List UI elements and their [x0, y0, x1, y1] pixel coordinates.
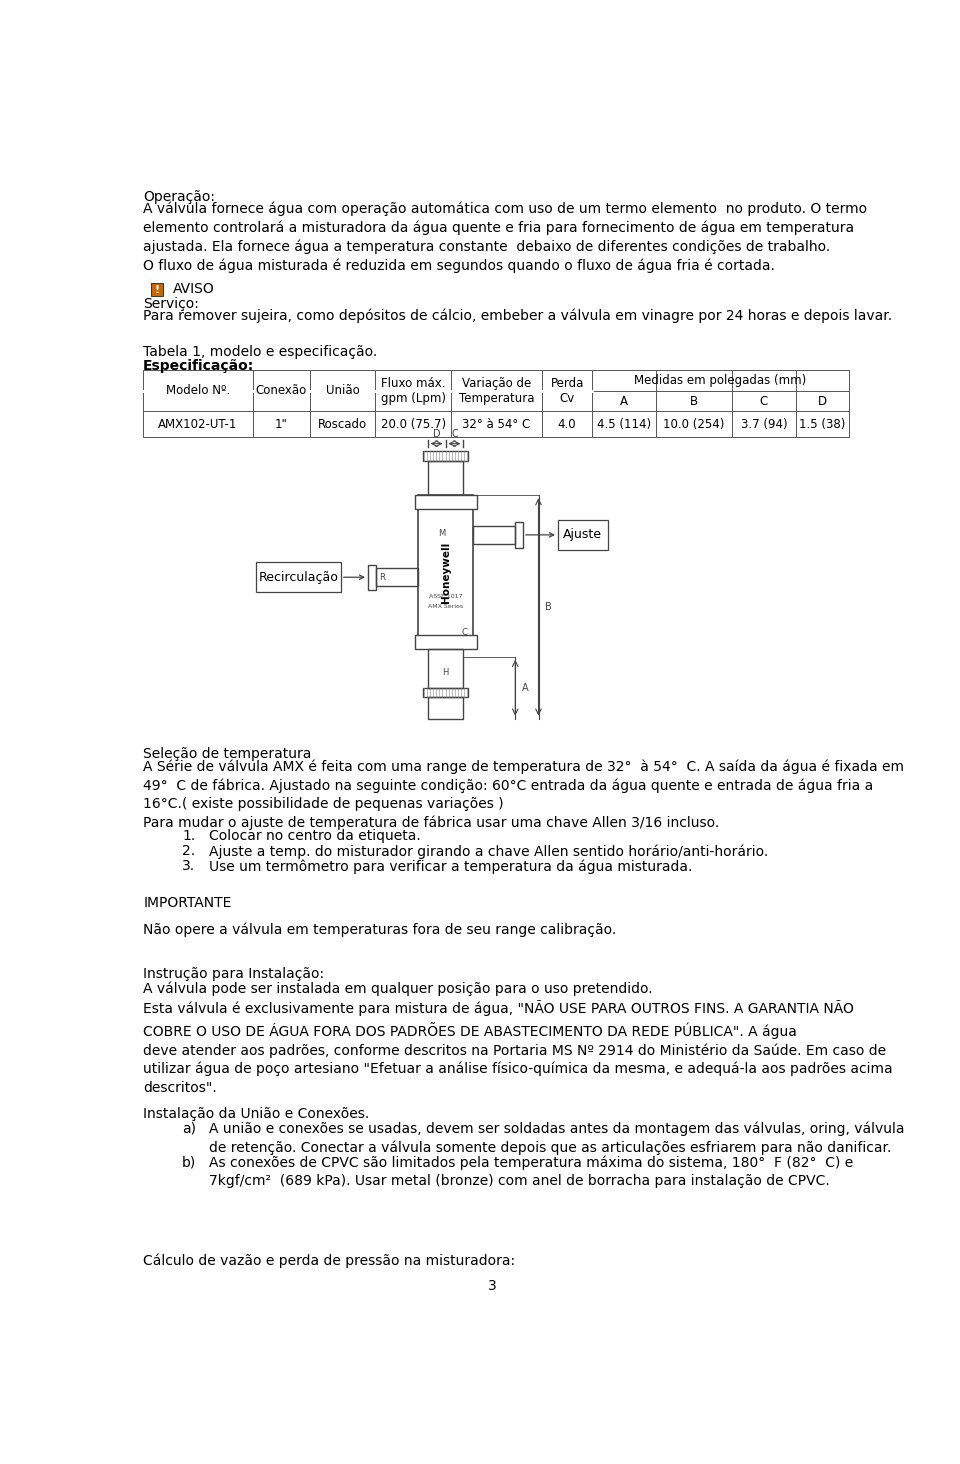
Text: M: M	[438, 529, 445, 539]
Text: 3.: 3.	[182, 859, 195, 874]
Text: A união e conexões se usadas, devem ser soldadas antes da montagem das válvulas,: A união e conexões se usadas, devem ser …	[209, 1121, 904, 1155]
Text: 10.0 (254): 10.0 (254)	[663, 417, 725, 430]
Text: a): a)	[182, 1121, 196, 1135]
Text: As conexões de CPVC são limitados pela temperatura máxima do sistema, 180°  F (8: As conexões de CPVC são limitados pela t…	[209, 1155, 853, 1187]
Text: !: !	[155, 284, 159, 294]
Bar	[368, 565, 375, 590]
Bar	[143, 370, 849, 438]
Text: Serviço:: Serviço:	[143, 297, 199, 310]
Text: 4.5 (114): 4.5 (114)	[597, 417, 651, 430]
Text: Fluxo máx.
gpm (Lpm): Fluxo máx. gpm (Lpm)	[381, 376, 445, 404]
Text: Medidas em polegadas (mm): Medidas em polegadas (mm)	[635, 373, 806, 386]
Text: H: H	[443, 668, 448, 676]
Text: A: A	[521, 682, 528, 692]
Text: Especificação:: Especificação:	[143, 359, 254, 373]
Text: C: C	[451, 429, 458, 439]
Text: C: C	[462, 628, 468, 637]
Bar	[427, 649, 464, 688]
Text: AVISO: AVISO	[173, 283, 214, 296]
Text: 1": 1"	[276, 417, 288, 430]
Text: AMX Series: AMX Series	[428, 605, 463, 609]
Text: A: A	[620, 395, 628, 408]
Text: Operação:: Operação:	[143, 189, 215, 203]
Text: Não opere a válvula em temperaturas fora de seu range calibração.: Não opere a válvula em temperaturas fora…	[143, 922, 616, 937]
Text: Modelo Nº.: Modelo Nº.	[166, 384, 230, 397]
Text: Honeywell: Honeywell	[441, 542, 450, 603]
Text: A Série de válvula AMX é feita com uma range de temperatura de 32°  à 54°  C. A : A Série de válvula AMX é feita com uma r…	[143, 760, 904, 830]
Text: R: R	[379, 572, 386, 581]
Text: 2.: 2.	[182, 845, 195, 858]
Bar	[375, 568, 419, 586]
Text: ASSE 1017: ASSE 1017	[429, 594, 463, 599]
Text: D: D	[818, 395, 827, 408]
Bar	[423, 688, 468, 697]
Text: AMX102-UT-1: AMX102-UT-1	[158, 417, 237, 430]
Text: Ajuste: Ajuste	[564, 529, 602, 542]
Text: b): b)	[182, 1155, 196, 1170]
Text: Variação de
Temperatura: Variação de Temperatura	[459, 376, 535, 404]
Text: Seleção de temperatura: Seleção de temperatura	[143, 747, 312, 761]
Text: 3.7 (94): 3.7 (94)	[740, 417, 787, 430]
Text: B: B	[690, 395, 698, 408]
Text: Perda
Cv: Perda Cv	[550, 376, 584, 404]
Text: Instalação da União e Conexões.: Instalação da União e Conexões.	[143, 1107, 370, 1121]
Text: Use um termômetro para verificar a temperatura da água misturada.: Use um termômetro para verificar a tempe…	[209, 859, 692, 874]
Text: 3: 3	[488, 1280, 496, 1293]
Text: Tabela 1, modelo e especificação.: Tabela 1, modelo e especificação.	[143, 346, 377, 359]
Text: Roscado: Roscado	[319, 417, 368, 430]
Text: Colocar no centro da etiqueta.: Colocar no centro da etiqueta.	[209, 829, 420, 843]
Text: IMPORTANTE: IMPORTANTE	[143, 896, 231, 911]
Bar	[516, 523, 523, 548]
Text: 4.0: 4.0	[558, 417, 576, 430]
Bar	[151, 284, 163, 296]
Text: B: B	[544, 602, 551, 612]
Text: 1.: 1.	[182, 829, 195, 843]
Text: Conexão: Conexão	[256, 384, 307, 397]
Bar	[472, 526, 516, 543]
Text: C: C	[759, 395, 768, 408]
Bar	[415, 635, 476, 649]
Text: Recirculação: Recirculação	[258, 571, 338, 584]
Text: D: D	[433, 429, 441, 439]
Bar	[558, 520, 609, 550]
Text: A válvula pode ser instalada em qualquer posição para o uso pretendido.
Esta vál: A válvula pode ser instalada em qualquer…	[143, 981, 893, 1095]
Bar	[419, 495, 472, 649]
Text: União: União	[326, 384, 360, 397]
Text: Cálculo de vazão e perda de pressão na misturadora:: Cálculo de vazão e perda de pressão na m…	[143, 1253, 516, 1268]
Bar	[423, 451, 468, 461]
Bar	[415, 495, 476, 509]
Text: 20.0 (75.7): 20.0 (75.7)	[381, 417, 446, 430]
Text: Ajuste a temp. do misturador girando a chave Allen sentido horário/anti-horário.: Ajuste a temp. do misturador girando a c…	[209, 845, 768, 858]
Text: A válvula fornece água com operação automática com uso de um termo elemento  no : A válvula fornece água com operação auto…	[143, 202, 868, 272]
Bar	[255, 562, 341, 593]
Text: 32° à 54° C: 32° à 54° C	[463, 417, 531, 430]
Bar	[427, 461, 464, 495]
Text: Para remover sujeira, como depósitos de cálcio, embeber a válvula em vinagre por: Para remover sujeira, como depósitos de …	[143, 309, 893, 324]
Text: Instrução para Instalação:: Instrução para Instalação:	[143, 968, 324, 981]
Bar	[427, 697, 464, 719]
Text: 1.5 (38): 1.5 (38)	[799, 417, 845, 430]
